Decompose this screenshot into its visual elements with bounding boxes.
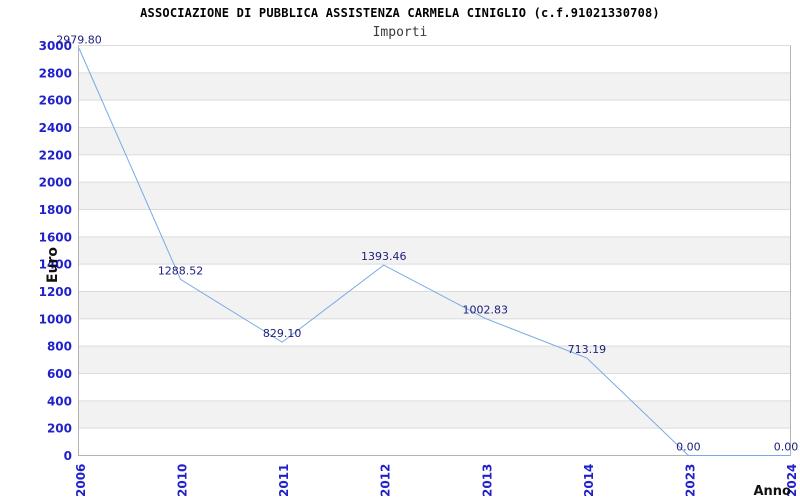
plot-band: [78, 264, 791, 292]
plot-band: [78, 291, 791, 319]
plot-band: [78, 373, 791, 401]
y-tick-label: 2000: [39, 176, 72, 190]
x-tick-label: 2024: [785, 464, 799, 497]
y-tick-label: 1200: [39, 285, 72, 299]
x-tick-label: 2010: [176, 464, 190, 497]
plot-band: [78, 127, 791, 155]
y-tick-label: 0: [64, 449, 72, 463]
y-tick-label: 1800: [39, 203, 72, 217]
plot-band: [78, 209, 791, 237]
plot-band: [78, 236, 791, 265]
y-tick-label: 1000: [39, 312, 72, 326]
plot-band: [78, 154, 791, 183]
chart-title: ASSOCIAZIONE DI PUBBLICA ASSISTENZA CARM…: [140, 6, 660, 20]
x-tick-label: 2013: [480, 464, 494, 497]
y-tick-label: 2400: [39, 121, 72, 135]
y-tick-label: 2600: [39, 94, 72, 108]
plot-band: [78, 72, 791, 101]
plot-band: [78, 100, 791, 128]
y-tick-label: 1600: [39, 230, 72, 244]
series-line: [78, 48, 790, 456]
y-tick-label: 2200: [39, 148, 72, 162]
point-label: 713.19: [568, 343, 607, 356]
y-tick-label: 800: [47, 340, 72, 354]
x-tick-label: 2011: [277, 464, 291, 497]
point-label: 0.00: [676, 441, 701, 454]
chart-subtitle: Importi: [372, 25, 428, 40]
x-tick-label: 2006: [74, 464, 88, 497]
x-tick-label: 2014: [582, 464, 596, 497]
y-tick-label: 1400: [39, 258, 72, 272]
point-label: 829.10: [263, 327, 302, 340]
point-label: 1002.83: [463, 303, 509, 316]
y-tick-label: 400: [47, 394, 72, 408]
y-axis-title: Euro: [45, 247, 61, 283]
x-tick-label: 2012: [379, 464, 393, 497]
axis-frame: [78, 45, 791, 456]
plot-band: [78, 182, 791, 210]
y-tick-label: 3000: [39, 39, 72, 53]
plot-band: [78, 45, 791, 73]
plot-band: [78, 428, 791, 456]
plot-band: [78, 346, 791, 374]
y-tick-label: 200: [47, 422, 72, 436]
plot-band: [78, 318, 791, 347]
x-axis-title: Anno: [753, 484, 791, 499]
plot-band: [78, 400, 791, 429]
y-tick-label: 2800: [39, 66, 72, 80]
x-tick-label: 2023: [683, 464, 697, 497]
point-label: 1288.52: [158, 264, 204, 277]
y-tick-label: 600: [47, 367, 72, 381]
point-label: 1393.46: [361, 250, 407, 263]
point-label: 2979.80: [56, 33, 102, 46]
point-label: 0.00: [774, 441, 799, 454]
